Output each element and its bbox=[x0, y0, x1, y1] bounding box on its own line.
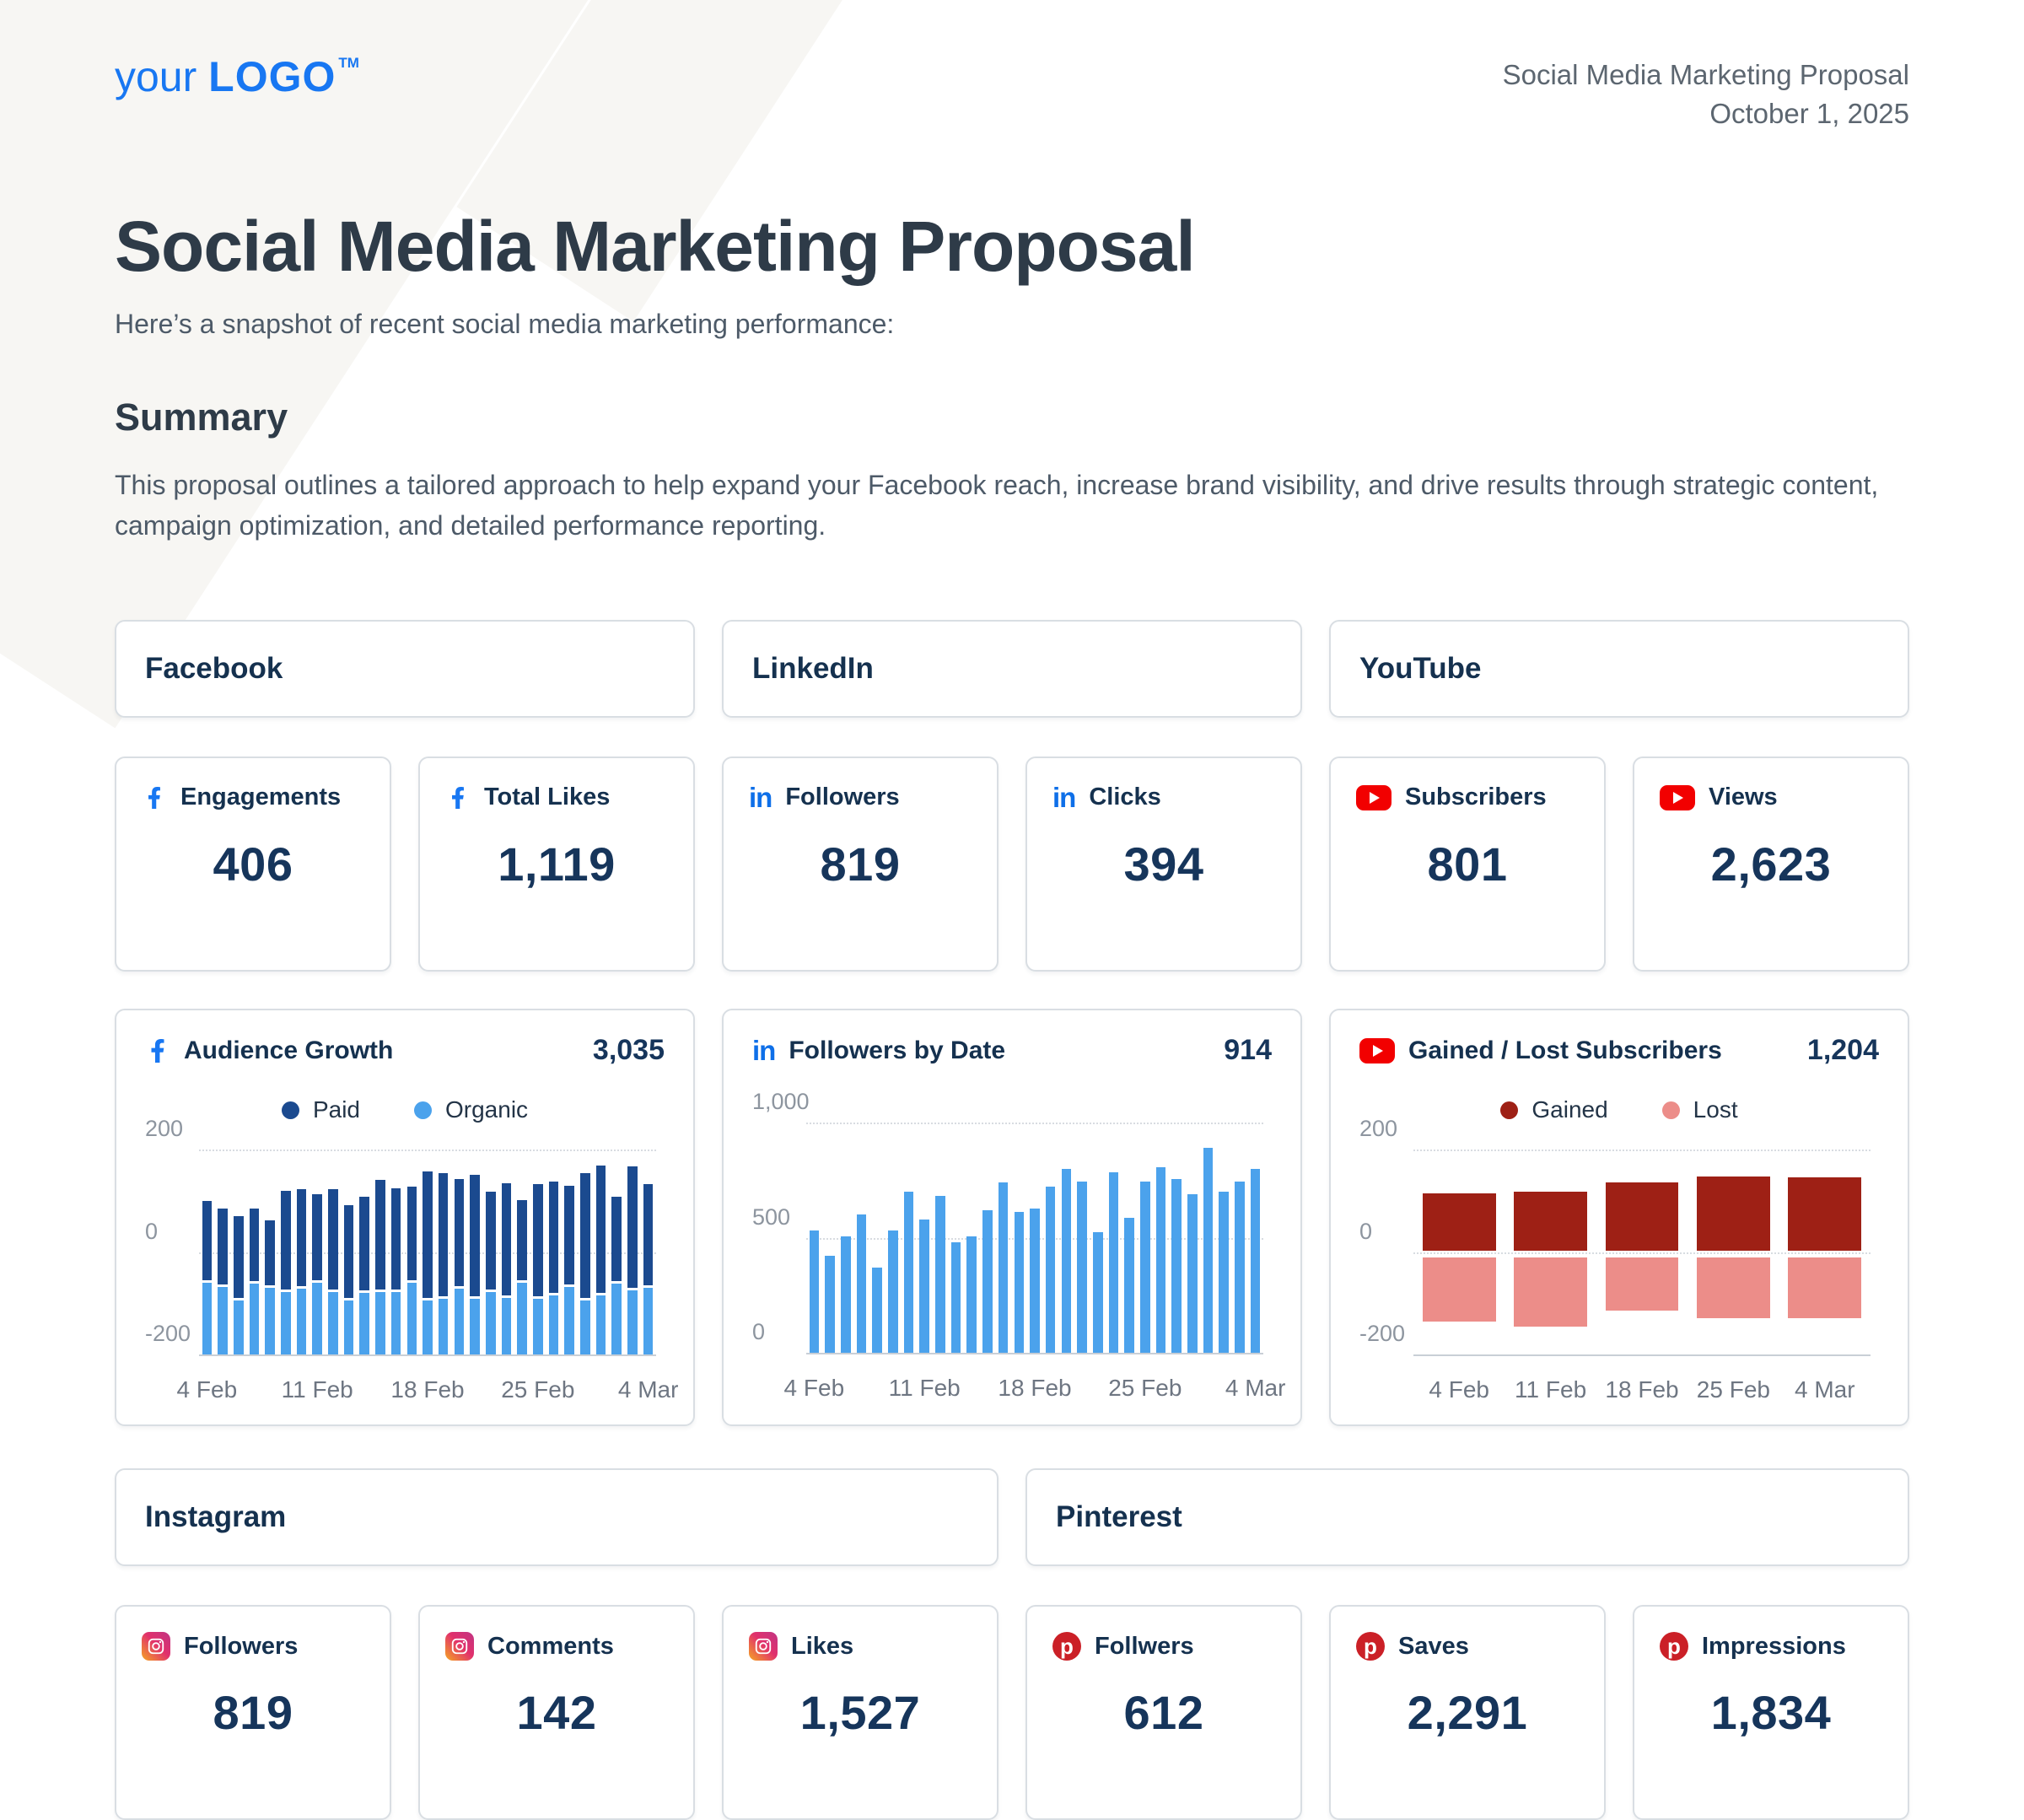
legend-item: Organic bbox=[414, 1096, 528, 1123]
stat-label: Saves bbox=[1398, 1632, 1469, 1660]
legend-item: Gained bbox=[1500, 1096, 1608, 1123]
stat-card-linkedin-clicks: in Clicks 394 bbox=[1025, 757, 1302, 972]
brand-logo: your LOGO TM bbox=[115, 52, 359, 101]
stat-value: 1,119 bbox=[498, 837, 616, 891]
charts-row: Audience Growth 3,035 Paid Organic 200 0 -2… bbox=[115, 1009, 1909, 1426]
chart-total-value: 3,035 bbox=[592, 1034, 665, 1066]
stat-card-pinterest-impressions: p Impressions 1,834 bbox=[1633, 1605, 1909, 1820]
linkedin-icon: in bbox=[1052, 782, 1076, 813]
chart-title: Gained / Lost Subscribers bbox=[1408, 1036, 1722, 1064]
stat-card-instagram-comments: Comments 142 bbox=[418, 1605, 695, 1820]
chart-title: Followers by Date bbox=[789, 1036, 1006, 1064]
stat-label: Engagements bbox=[180, 783, 342, 810]
stat-label: Clicks bbox=[1089, 783, 1161, 810]
stat-value: 1,527 bbox=[799, 1686, 921, 1739]
section-label: Facebook bbox=[145, 652, 283, 685]
section-header-instagram: Instagram bbox=[115, 1468, 999, 1566]
stat-value: 406 bbox=[213, 837, 293, 891]
top-bar: your LOGO TM Social Media Marketing Propo… bbox=[115, 52, 1909, 133]
bottom-stats-row: Followers 819 Comments 142 Likes 1,527 bbox=[115, 1605, 1909, 1820]
logo-word: LOGO bbox=[208, 53, 336, 100]
stat-label: Subscribers bbox=[1405, 783, 1547, 810]
stat-value: 2,623 bbox=[1710, 837, 1832, 891]
stat-value: 819 bbox=[820, 837, 901, 891]
stat-value: 2,291 bbox=[1407, 1686, 1528, 1739]
document-meta: Social Media Marketing Proposal October … bbox=[1503, 56, 1909, 133]
pinterest-icon: p bbox=[1052, 1632, 1081, 1661]
trademark-symbol: TM bbox=[338, 55, 359, 71]
summary-body: This proposal outlines a tailored approa… bbox=[115, 470, 1879, 541]
stat-card-facebook-total-likes: Total Likes 1,119 bbox=[418, 757, 695, 972]
stat-label: Total Likes bbox=[484, 783, 611, 810]
stat-value: 612 bbox=[1123, 1686, 1204, 1739]
chart-legend: Paid Organic bbox=[145, 1096, 665, 1123]
stat-label: Likes bbox=[791, 1632, 854, 1660]
stat-card-pinterest-follwers: p Follwers 612 bbox=[1025, 1605, 1302, 1820]
section-header-pinterest: Pinterest bbox=[1025, 1468, 1909, 1566]
document-meta-date: October 1, 2025 bbox=[1709, 98, 1909, 129]
stat-card-youtube-views: Views 2,623 bbox=[1633, 757, 1909, 972]
stat-label: Followers bbox=[785, 783, 900, 810]
stat-card-instagram-likes: Likes 1,527 bbox=[722, 1605, 999, 1820]
stat-card-instagram-followers: Followers 819 bbox=[115, 1605, 391, 1820]
stat-value: 142 bbox=[516, 1686, 597, 1739]
stat-label: Impressions bbox=[1702, 1632, 1846, 1660]
summary-heading: Summary bbox=[115, 396, 288, 439]
stat-value: 801 bbox=[1427, 837, 1508, 891]
top-stats-row: Engagements 406 Total Likes 1,119 in Fol… bbox=[115, 757, 1909, 972]
platform-header-row-2: Instagram Pinterest bbox=[115, 1468, 1909, 1566]
section-label: Pinterest bbox=[1056, 1500, 1182, 1533]
linkedin-icon: in bbox=[749, 782, 772, 813]
stat-value: 1,834 bbox=[1710, 1686, 1832, 1739]
pinterest-icon: p bbox=[1356, 1632, 1385, 1661]
stat-label: Views bbox=[1709, 783, 1778, 810]
logo-prefix: your bbox=[115, 53, 197, 100]
linkedin-icon: in bbox=[752, 1035, 776, 1066]
stat-label: Follwers bbox=[1095, 1632, 1194, 1660]
instagram-icon bbox=[142, 1632, 170, 1661]
section-header-youtube: YouTube bbox=[1329, 620, 1909, 718]
section-label: LinkedIn bbox=[752, 652, 874, 685]
page-content: your LOGO TM Social Media Marketing Propo… bbox=[115, 0, 1909, 1820]
chart-plot-area: 1,000 500 0 4 Feb 11 Feb 18 Feb 25 Feb 4 Mar bbox=[752, 1089, 1286, 1401]
section-label: YouTube bbox=[1359, 652, 1482, 685]
stat-card-pinterest-saves: p Saves 2,291 bbox=[1329, 1605, 1606, 1820]
stat-card-youtube-subscribers: Subscribers 801 bbox=[1329, 757, 1606, 972]
section-header-facebook: Facebook bbox=[115, 620, 695, 718]
chart-plot-area: 200 0 -200 4 Feb 11 Feb 18 Feb 25 Feb 4 Mar bbox=[145, 1116, 679, 1403]
stat-label: Comments bbox=[487, 1632, 614, 1660]
stat-card-facebook-engagements: Engagements 406 bbox=[115, 757, 391, 972]
legend-item: Lost bbox=[1661, 1096, 1738, 1123]
stat-value: 394 bbox=[1123, 837, 1204, 891]
stat-label: Followers bbox=[184, 1632, 299, 1660]
youtube-gained-lost-subscribers-chart: Gained / Lost Subscribers 1,204 Gained Lo… bbox=[1329, 1009, 1909, 1426]
platform-header-row: Facebook LinkedIn YouTube bbox=[115, 620, 1909, 718]
youtube-icon bbox=[1660, 784, 1695, 810]
page-subtitle: Here’s a snapshot of recent social media… bbox=[115, 309, 895, 339]
linkedin-followers-by-date-chart: in Followers by Date 914 1,000 500 0 4 Feb 1… bbox=[722, 1009, 1302, 1426]
youtube-icon bbox=[1356, 784, 1392, 810]
chart-total-value: 914 bbox=[1224, 1034, 1272, 1066]
facebook-icon bbox=[145, 1038, 170, 1063]
chart-legend: Gained Lost bbox=[1359, 1096, 1879, 1123]
document-meta-title: Social Media Marketing Proposal bbox=[1502, 59, 1909, 90]
legend-item: Paid bbox=[281, 1096, 360, 1123]
page-title: Social Media Marketing Proposal bbox=[115, 207, 1196, 286]
facebook-audience-growth-chart: Audience Growth 3,035 Paid Organic 200 0 -2… bbox=[115, 1009, 695, 1426]
facebook-icon bbox=[142, 785, 167, 810]
instagram-icon bbox=[749, 1632, 778, 1661]
instagram-icon bbox=[445, 1632, 474, 1661]
chart-plot-area: 200 0 -200 4 Feb 11 Feb 18 Feb 25 Feb 4 Mar bbox=[1359, 1116, 1871, 1403]
stat-value: 819 bbox=[213, 1686, 293, 1739]
stat-card-linkedin-followers: in Followers 819 bbox=[722, 757, 999, 972]
section-label: Instagram bbox=[145, 1500, 287, 1533]
chart-title: Audience Growth bbox=[184, 1036, 394, 1064]
pinterest-icon: p bbox=[1660, 1632, 1688, 1661]
youtube-icon bbox=[1359, 1037, 1395, 1063]
facebook-icon bbox=[445, 785, 471, 810]
chart-total-value: 1,204 bbox=[1806, 1034, 1879, 1066]
section-header-linkedin: LinkedIn bbox=[722, 620, 1302, 718]
